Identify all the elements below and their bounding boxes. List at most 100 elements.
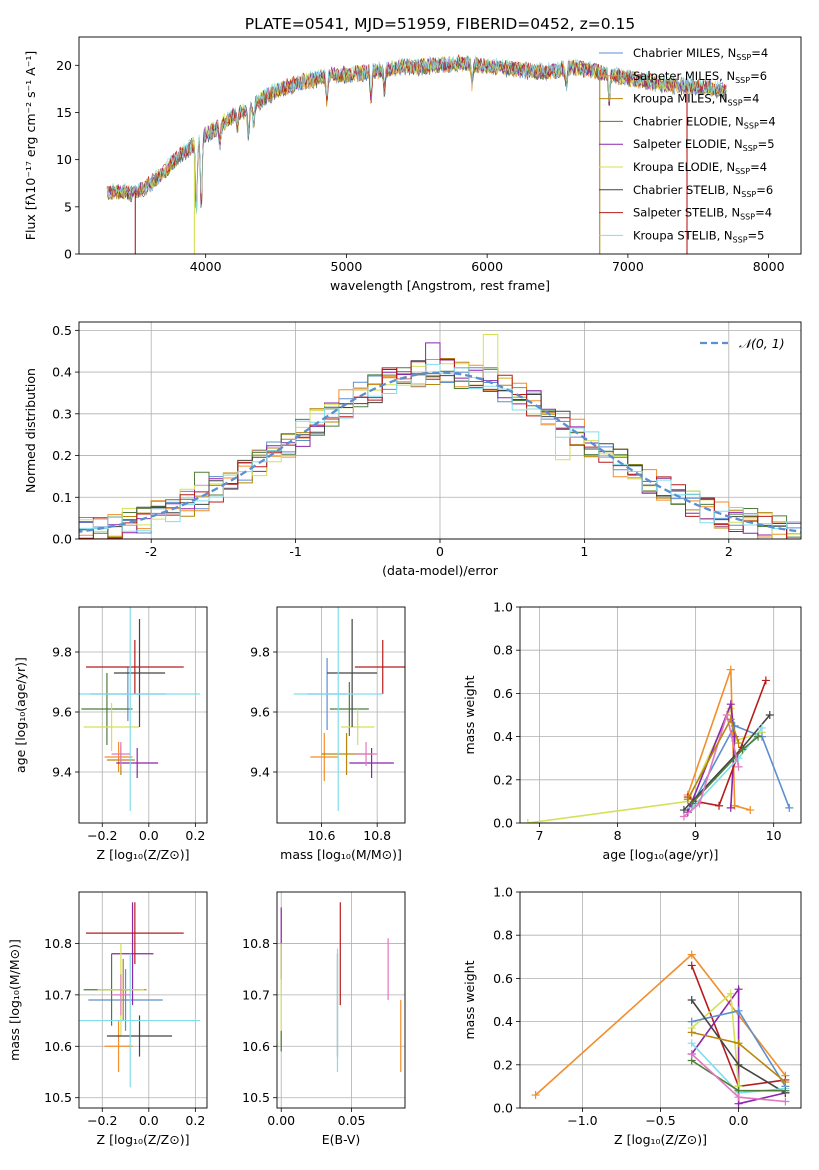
- x-tick-label: 0: [436, 544, 444, 559]
- y-tick-label: 0.6: [493, 971, 513, 986]
- figure-title: PLATE=0541, MJD=51959, FIBERID=0452, z=0…: [245, 15, 635, 33]
- plot-area-mass-weight-vs-Z: [531, 950, 790, 1108]
- y-tick-label: 0.0: [493, 816, 513, 831]
- weight-marker: [726, 989, 735, 998]
- y-tick-label: 0.8: [493, 928, 513, 943]
- y-tick-label: 10.6: [242, 1039, 270, 1054]
- legend-entry: Salpeter MILES, NSSP=6: [633, 69, 767, 85]
- x-tick-label: -2: [145, 544, 157, 559]
- y-tick-label: 0.3: [52, 406, 72, 421]
- axes-frame: [78, 606, 208, 824]
- y-axis-label: Normed distribution: [23, 368, 38, 493]
- x-axis-label: Z [log₁₀(Z/Z⊙)]: [97, 847, 190, 862]
- weight-marker: [734, 1039, 743, 1048]
- weight-marker: [738, 745, 747, 754]
- x-axis-label: E(B-V): [322, 1132, 361, 1147]
- y-axis-label: mass weight: [462, 960, 477, 1039]
- weight-marker: [757, 723, 766, 732]
- axes-frame: [78, 891, 208, 1109]
- panel-mass-vs-Z: −0.2 0.0 0.2 10.5 10.6 10.7 10.8 Z [log₁₀(Z/Z⊙)…: [7, 891, 208, 1147]
- plot-area-age-vs-Z: [79, 607, 201, 811]
- axes-frame: [519, 606, 802, 824]
- x-tick-label: 0.05: [338, 1113, 366, 1128]
- y-tick-label: 9.4: [52, 765, 72, 780]
- y-tick-label: 10.8: [242, 936, 270, 951]
- weight-marker: [734, 1093, 743, 1102]
- spectrum-legend: Chabrier MILES, NSSP=4 Salpeter MILES, NS…: [599, 46, 776, 244]
- weight-marker: [687, 996, 696, 1004]
- weight-marker: [722, 711, 731, 719]
- x-tick-label: 8: [614, 828, 622, 843]
- weight-marker: [531, 1091, 540, 1100]
- x-axis-label: (data-model)/error: [382, 563, 499, 578]
- x-axis-label: mass [log₁₀(M/M⊙)]: [280, 847, 402, 862]
- weight-marker: [687, 799, 696, 808]
- weight-marker: [687, 1039, 696, 1048]
- y-tick-label: 9.6: [52, 705, 72, 720]
- weight-marker: [726, 665, 735, 674]
- axes-frame: [78, 36, 802, 255]
- plot-area-mass-vs-Z: [79, 902, 201, 1088]
- x-axis-label: Z [log₁₀(Z/Z⊙)]: [614, 1132, 707, 1147]
- x-axis-label: age [log₁₀(age/yr)]: [603, 847, 719, 862]
- x-tick-label: 0.2: [185, 828, 205, 843]
- panel-mass-weight-vs-Z: −1.0 −0.5 0.0 0.0 0.2 0.4 0.6 0.8 1.0 Z [log₁₀(Z/…: [462, 885, 802, 1147]
- x-tick-label: 9: [692, 828, 700, 843]
- weight-marker: [683, 795, 692, 804]
- plot-area-age-vs-mass: [293, 607, 405, 811]
- x-tick-label: 7000: [612, 259, 644, 274]
- y-tick-label: 0.0: [52, 532, 72, 547]
- panel-age-vs-Z: −0.2 0.0 0.2 9.4 9.6 9.8 Z [log₁₀(Z/Z⊙)] age [l…: [13, 606, 208, 862]
- x-axis-label: Z [log₁₀(Z/Z⊙)]: [97, 1132, 190, 1147]
- weight-marker: [781, 1078, 790, 1087]
- weight-marker: [726, 803, 735, 812]
- x-tick-label: 4000: [190, 259, 222, 274]
- y-tick-label: 10.7: [44, 987, 72, 1002]
- x-tick-label: 8000: [753, 259, 785, 274]
- y-tick-label: 5: [64, 199, 72, 214]
- weight-marker: [523, 819, 532, 823]
- x-tick-label: −0.2: [87, 828, 117, 843]
- spectrum-line: [106, 55, 727, 213]
- axes-frame: [519, 891, 802, 1109]
- normal-curve: [79, 371, 801, 533]
- x-tick-label: −0.5: [645, 1113, 675, 1128]
- y-axis-label: age [log₁₀(age/yr)]: [13, 657, 28, 773]
- weight-marker: [730, 721, 739, 730]
- y-tick-label: 10.7: [242, 987, 270, 1002]
- weight-marker: [746, 806, 755, 815]
- axes-frame: [276, 606, 406, 824]
- y-tick-label: 0.2: [52, 448, 72, 463]
- x-tick-label: 0.0: [729, 1113, 749, 1128]
- legend-entry: Salpeter ELODIE, NSSP=5: [633, 137, 775, 153]
- y-tick-label: 0.5: [52, 323, 72, 338]
- weight-marker: [687, 1017, 696, 1026]
- weight-line: [690, 724, 791, 809]
- x-tick-label: 1: [580, 544, 588, 559]
- panel-age-vs-mass: 10.6 10.8 9.4 9.6 9.8 mass [log₁₀(M/M⊙)]: [250, 606, 406, 862]
- weight-marker: [781, 1097, 790, 1106]
- legend-entry: Salpeter STELIB, NSSP=4: [633, 206, 772, 222]
- weight-marker: [734, 985, 743, 994]
- y-tick-label: 10.5: [242, 1090, 270, 1105]
- plot-area-mass-vs-ebv: [280, 902, 402, 1072]
- weight-marker: [687, 1028, 696, 1037]
- weight-marker: [761, 676, 770, 685]
- weight-marker: [734, 1006, 743, 1015]
- weight-marker: [726, 715, 735, 724]
- plot-area-spectrum: [106, 53, 727, 254]
- y-tick-label: 15: [56, 105, 72, 120]
- y-axis-label: mass [log₁₀(M/M⊙)]: [7, 939, 22, 1061]
- y-tick-label: 0.4: [52, 365, 72, 380]
- x-tick-label: -1: [289, 544, 301, 559]
- weight-marker: [687, 1050, 696, 1058]
- plot-area-residuals: [79, 334, 801, 539]
- weight-marker: [734, 739, 743, 748]
- weight-marker: [734, 762, 743, 771]
- legend-entry: Chabrier MILES, NSSP=4: [633, 46, 768, 62]
- y-tick-label: 9.8: [52, 645, 72, 660]
- weight-marker: [785, 803, 794, 812]
- weight-line: [683, 711, 740, 818]
